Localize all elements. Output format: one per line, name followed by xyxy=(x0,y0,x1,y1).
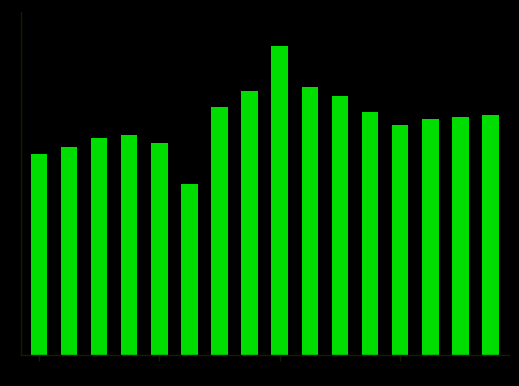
Bar xyxy=(332,96,348,355)
Bar xyxy=(91,138,107,355)
Bar xyxy=(482,115,499,355)
Bar xyxy=(422,119,439,355)
Bar xyxy=(181,184,198,355)
Bar xyxy=(151,142,168,355)
Bar xyxy=(241,91,258,355)
Bar xyxy=(211,107,228,355)
Bar xyxy=(392,125,408,355)
Bar xyxy=(31,154,47,355)
Bar xyxy=(121,135,138,355)
Bar xyxy=(452,117,469,355)
Bar xyxy=(302,87,318,355)
Bar xyxy=(61,147,77,355)
Bar xyxy=(271,46,288,355)
Bar xyxy=(362,112,378,355)
